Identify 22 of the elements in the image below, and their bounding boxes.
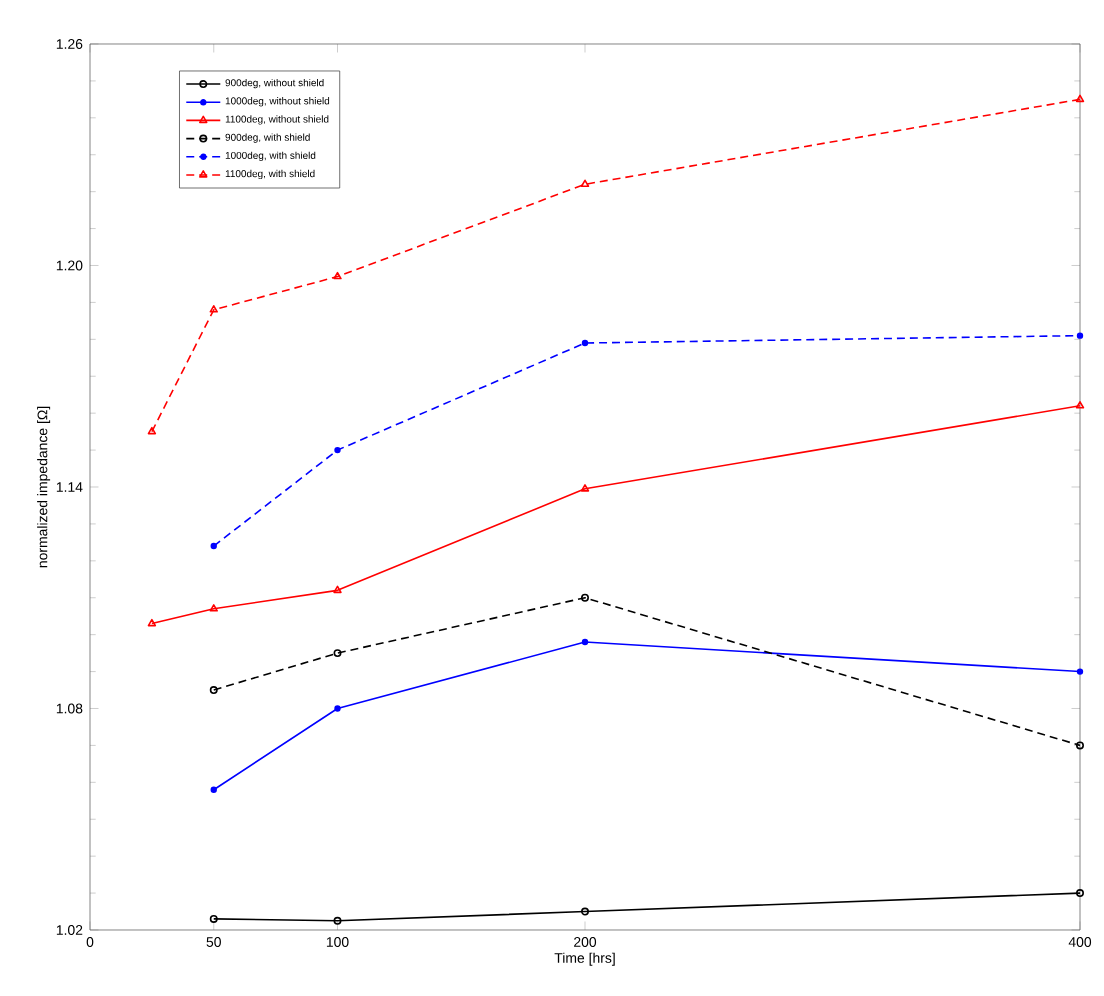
point xyxy=(1076,668,1084,675)
point xyxy=(1076,332,1084,339)
point xyxy=(581,339,589,347)
point xyxy=(1076,741,1084,750)
point xyxy=(210,786,217,793)
point xyxy=(581,638,589,646)
point xyxy=(209,686,218,695)
point xyxy=(333,916,342,925)
point xyxy=(333,271,342,280)
point xyxy=(580,484,590,492)
point xyxy=(334,705,341,712)
point xyxy=(580,179,590,188)
point xyxy=(333,585,342,594)
point xyxy=(209,305,218,313)
point xyxy=(334,446,341,454)
point xyxy=(1075,94,1085,103)
point xyxy=(147,426,157,435)
point xyxy=(333,649,342,658)
point xyxy=(581,907,589,916)
point xyxy=(209,604,218,612)
point xyxy=(581,593,589,602)
point xyxy=(210,542,217,550)
